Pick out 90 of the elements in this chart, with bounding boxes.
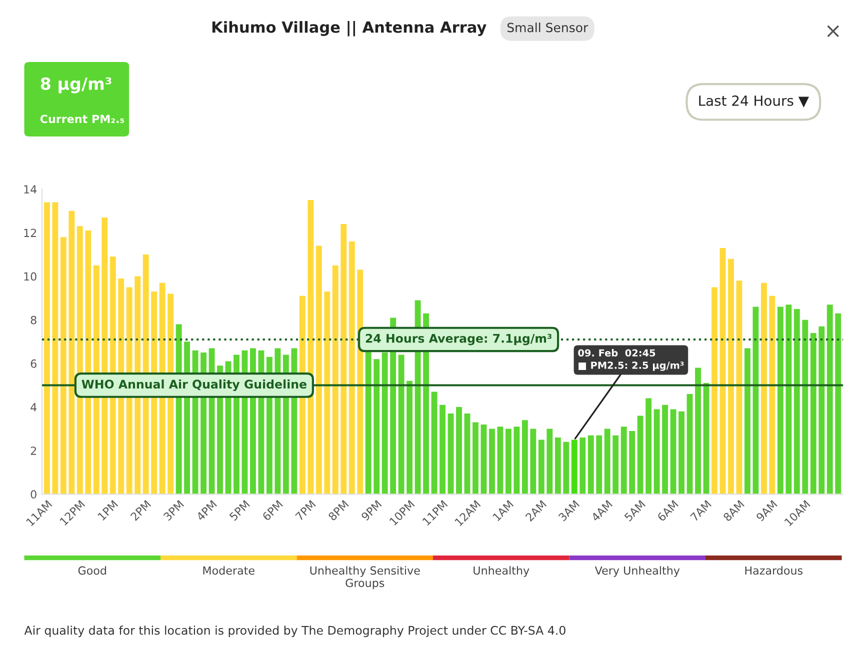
text: Last 24 Hours ▼ (699, 95, 809, 108)
bar (736, 280, 742, 494)
bar (374, 359, 380, 494)
text: Current PM₂.₅ (40, 114, 124, 124)
text: Very Unhealthy (594, 566, 680, 577)
y-tick-label: 4 (30, 403, 37, 412)
bar (728, 258, 734, 494)
bar (489, 428, 495, 494)
chart-subtitle: Small Sensor (507, 22, 588, 32)
bar (365, 350, 372, 494)
text: Hazardous (745, 566, 803, 575)
bar (646, 398, 652, 494)
text: Moderate (203, 566, 254, 575)
bar (588, 435, 594, 494)
bar (678, 411, 684, 494)
ref-line-label: 24 Hours Average: 7.1µg/m³ (366, 334, 552, 346)
bar (604, 428, 610, 494)
y-tick-label: 12 (24, 228, 36, 237)
text: Air quality data for this location is provided by The Demography Project under CC BY-SA 4.0 (24, 626, 566, 638)
y-tick-label: 14 (24, 185, 37, 194)
bar (464, 414, 470, 494)
bar (703, 383, 710, 494)
bar (448, 414, 454, 494)
bar (769, 296, 776, 494)
bar (76, 226, 83, 494)
bar (620, 426, 627, 494)
bar (571, 440, 578, 494)
bar (637, 416, 644, 494)
text: Unhealthy Sensitive Groups (310, 566, 420, 590)
bar (662, 404, 668, 494)
bar (752, 306, 759, 494)
bar (546, 428, 553, 494)
bar (316, 246, 322, 494)
bar (60, 237, 66, 494)
y-tick-label: 0 (30, 490, 36, 499)
y-tick-label: 2 (30, 446, 36, 455)
bar (760, 282, 767, 494)
text: Good (78, 566, 106, 575)
text: 8 µg/m³ (40, 77, 112, 94)
bar (686, 394, 693, 494)
bar (538, 440, 544, 494)
bar (52, 202, 58, 494)
bar (456, 407, 462, 494)
bar (810, 332, 816, 494)
bar (554, 438, 561, 494)
bar (720, 248, 726, 494)
bar (324, 292, 330, 494)
y-tick-label: 6 (30, 359, 36, 368)
text: Unhealthy (474, 566, 530, 577)
text: × (827, 25, 839, 38)
bar (794, 308, 800, 494)
bar (497, 426, 504, 494)
chart-title: Kihumo Village || Antenna Array (212, 21, 486, 36)
bar (382, 352, 388, 494)
annotation: 09. Feb 02:45 ■ PM2.5: 2.5 µg/m³ (578, 349, 684, 371)
y-tick-label: 8 (30, 316, 36, 324)
bar (835, 313, 842, 494)
y-tick-label: 10 (24, 272, 36, 281)
bar (44, 202, 50, 494)
bar (505, 428, 512, 494)
bar (826, 304, 833, 494)
bar (629, 430, 636, 494)
bar (472, 422, 478, 494)
bar (406, 380, 413, 494)
bar (596, 435, 602, 494)
bar (480, 424, 487, 494)
bar (786, 304, 792, 494)
bar (340, 224, 347, 494)
bar (802, 320, 808, 494)
ref-line-label: WHO Annual Air Quality Guideline (82, 379, 306, 391)
bar (670, 409, 676, 494)
bar (348, 241, 355, 494)
bar (563, 442, 570, 494)
bar (308, 200, 314, 494)
bar (818, 326, 825, 494)
bar (712, 287, 718, 494)
bar (654, 409, 660, 494)
bar (522, 420, 528, 494)
bar (431, 392, 438, 494)
bar (440, 404, 446, 494)
bar (530, 428, 536, 494)
bar (744, 348, 750, 494)
bar (332, 265, 338, 494)
bar (514, 426, 520, 494)
bar (777, 306, 784, 494)
bar (612, 435, 619, 494)
bar (68, 210, 75, 494)
bar (398, 354, 404, 494)
bar (580, 438, 586, 494)
bar (695, 368, 701, 494)
